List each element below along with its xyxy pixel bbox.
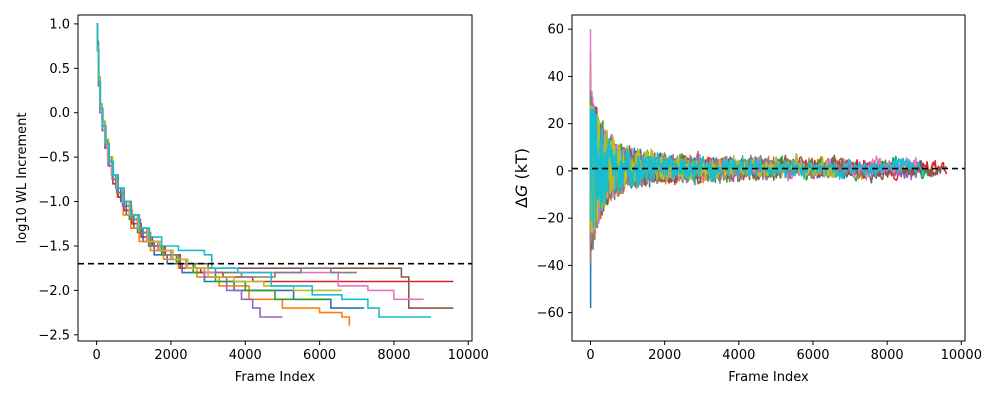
- right-x-axis-label: Frame Index: [728, 370, 809, 385]
- x-tick-label: 0: [586, 348, 594, 363]
- series-trace-0: [589, 81, 925, 309]
- delta-symbol: Δ: [512, 197, 531, 208]
- series-line-7: [96, 23, 357, 278]
- left-x-ticks: 0 2000 4000 6000 8000 10000: [92, 341, 489, 363]
- x-tick-label: 8000: [871, 348, 904, 363]
- left-axes-frame: [77, 14, 473, 342]
- right-chart-panel: 0 2000 4000 6000 8000 10000 6040200−20−40−60 …: [512, 14, 982, 385]
- series-trace-9: [589, 108, 925, 229]
- x-tick-label: 6000: [303, 348, 336, 363]
- y-tick-label: −1.5: [38, 239, 70, 254]
- x-tick-label: 4000: [722, 348, 755, 363]
- ylabel-variable: G: [512, 185, 531, 197]
- left-chart-panel: 0 2000 4000 6000 8000 10000 1.0 0.5 0.0 −0.5 −1.0…: [15, 14, 489, 385]
- series-line-6: [96, 23, 424, 301]
- y-tick-label: −20: [537, 212, 564, 227]
- y-tick-label: −40: [537, 259, 564, 274]
- y-tick-label: 0.5: [49, 62, 70, 77]
- x-tick-label: 0: [92, 348, 100, 363]
- y-tick-label: 1.0: [49, 17, 70, 32]
- y-tick-label: −0.5: [38, 151, 70, 166]
- y-tick-label: −60: [537, 306, 564, 321]
- y-tick-label: −2.5: [38, 328, 70, 343]
- y-tick-label: 0: [556, 164, 564, 179]
- y-tick-label: 40: [547, 70, 564, 85]
- x-tick-label: 10000: [448, 348, 489, 363]
- series-line-8: [96, 23, 342, 292]
- y-tick-label: 60: [547, 23, 564, 38]
- right-y-ticks: 60 40 20 0 −20 −40 −60: [537, 23, 572, 321]
- x-tick-label: 8000: [377, 348, 410, 363]
- left-y-ticks: 1.0 0.5 0.0 −0.5 −1.0 −1.5 −2.0 −2.5: [38, 17, 78, 343]
- left-series-group: [96, 23, 454, 326]
- x-tick-label: 2000: [154, 348, 187, 363]
- right-x-ticks: 0 2000 4000 6000 8000 10000: [586, 341, 982, 363]
- x-tick-label: 2000: [648, 348, 681, 363]
- series-trace-2: [589, 52, 933, 251]
- ylabel-unit: (kT): [512, 148, 531, 185]
- right-axes-frame: [571, 14, 966, 342]
- series-line-0: [96, 23, 365, 309]
- right-y-axis-label: ΔG (kT): [512, 148, 531, 208]
- left-y-axis-label: log10 WL Increment: [15, 113, 30, 244]
- y-tick-label: 20: [547, 117, 564, 132]
- series-trace-6: [589, 29, 918, 242]
- y-tick-label: 0.0: [49, 106, 70, 121]
- y-tick-label: −2.0: [38, 284, 70, 299]
- x-tick-label: 6000: [796, 348, 829, 363]
- left-x-axis-label: Frame Index: [235, 370, 316, 385]
- x-tick-label: 4000: [229, 348, 262, 363]
- y-tick-label: −1.0: [38, 195, 70, 210]
- series-line-9: [96, 23, 432, 318]
- series-line-1: [96, 23, 351, 326]
- series-line-5: [96, 23, 454, 309]
- x-tick-label: 10000: [941, 348, 982, 363]
